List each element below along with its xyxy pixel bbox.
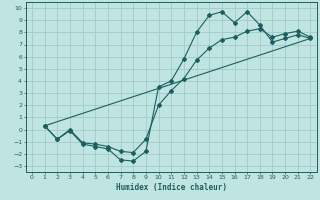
X-axis label: Humidex (Indice chaleur): Humidex (Indice chaleur) bbox=[116, 183, 227, 192]
